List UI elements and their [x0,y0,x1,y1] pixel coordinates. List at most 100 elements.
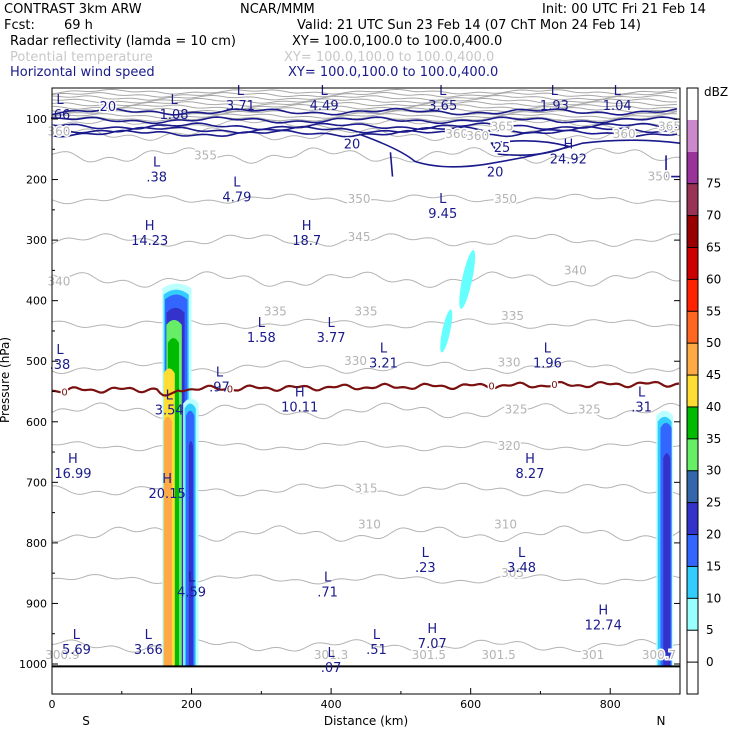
theta-label: 325 [578,403,601,417]
extremum-marker: L [551,84,559,99]
colorbar-label: 70 [706,209,721,223]
colorbar-swatch [687,183,698,216]
theta-label: 340 [564,263,587,277]
field-name-wind: Horizontal wind speed [10,65,155,80]
theta-contour-upper [52,113,678,119]
extremum-value: 3.21 [369,356,398,371]
wind-contour [665,155,680,178]
theta-label: 301.3 [314,648,348,662]
x-tick-label: 800 [600,698,621,711]
freezing-line-label: 0 [551,380,557,391]
theta-label: 350 [348,192,371,206]
reflectivity-cell [440,309,453,353]
extremum-marker: L [324,570,332,585]
theta-label: 310 [494,518,517,532]
theta-contour-320 [52,440,680,452]
theta-label: 350 [494,192,517,206]
wind-label: 20 [344,137,361,152]
extremum-marker: L [145,628,153,643]
extremum-value: 7.07 [418,637,447,652]
extremum-marker: L [373,628,381,643]
extremum-marker: L [258,316,266,331]
extremum-marker: L [422,546,430,561]
extremum-marker: L [233,175,241,190]
theta-contour-310 [52,525,680,543]
y-tick-label: 800 [26,537,47,550]
colorbar-swatch [687,279,698,312]
extremum-marker: L [56,343,64,358]
forecast-hours: 69 h [64,18,93,33]
colorbar-label: 10 [706,591,721,605]
reflectivity-cell [188,441,193,668]
reflectivity-cell [459,250,476,309]
extremum-marker: L [327,316,335,331]
theta-label: 301.5 [481,648,515,662]
colorbar-swatch [687,311,698,344]
theta-label: 315 [355,481,378,495]
theta-label: 330 [344,354,367,368]
theta-contour-305 [52,573,680,585]
extremum-value: .97 [209,381,230,396]
colorbar-swatch [687,375,698,407]
extremum-value: 3.65 [428,99,457,114]
extremum-value: .66 [50,108,71,123]
extremum-marker: H [302,219,312,234]
extremum-value: .71 [317,585,338,600]
theta-label: 335 [501,309,524,323]
wind-contour [52,125,678,134]
theta-label: 365 [491,119,514,133]
extremum-value: 5.69 [62,643,91,658]
extremum-marker: H [68,452,78,467]
colorbar-swatch [687,470,698,503]
freezing-line-label: 0 [227,384,233,395]
colorbar-label: 55 [706,304,721,318]
wind-contour [52,107,678,116]
extremum-marker: H [427,622,437,637]
extremum-marker: L [380,341,388,356]
colorbar-swatch [687,88,698,120]
y-tick-label: 300 [26,234,47,247]
theta-contour-upper [52,92,678,98]
extremum-value: 4.79 [222,190,251,205]
extremum-value: 3.71 [226,99,255,114]
extremum-value: 9.45 [428,207,457,222]
extremum-value: 1.93 [540,99,569,114]
extremum-marker: L [237,84,245,99]
y-tick-label: 100 [26,113,47,126]
extremum-marker: L [638,386,646,401]
field-xy-reflectivity: XY= 100.0,100.0 to 100.0,400.0 [292,34,503,49]
extremum-marker: H [145,219,155,234]
wind-label: 20 [100,100,117,115]
extremum-value: 16.99 [54,467,91,482]
theta-label: 340 [48,274,71,288]
colorbar-swatch [687,151,698,184]
theta-label: 335 [264,305,287,319]
extremum-value: 8.27 [516,467,545,482]
colorbar-label: 45 [706,368,721,382]
colorbar-swatch [687,247,698,280]
extremum-value: 20.15 [149,487,186,502]
extremum-marker: H [525,452,535,467]
wind-contour [389,152,394,177]
field-xy-wind: XY= 100.0,100.0 to 100.0,400.0 [288,65,499,80]
theta-label: 360 [445,127,468,141]
theta-label: 300.7 [642,648,676,662]
plot-area [52,88,680,694]
extremum-value: .07 [321,661,342,676]
extremum-marker: L [321,84,329,99]
y-tick-label: 700 [26,476,47,489]
theta-contour-upper [52,103,678,110]
colorbar: 0 5 10 15 20 25 30 35 40 45 50 55 60 65 70 75 dBZ [686,85,728,695]
organization: NCAR/MMM [240,2,315,17]
wind-label: 25 [494,141,511,156]
extremum-value: .38 [50,358,71,373]
reflectivity-cell [663,453,671,668]
extremum-marker: L [544,341,552,356]
theta-contour-330 [52,360,680,375]
theta-label: 360 [466,129,489,143]
wind-contour [52,129,678,138]
extremum-marker: H [563,137,573,152]
theta-label: 365 [658,119,681,133]
reflectivity-cell [163,416,173,668]
theta-label: 300.9 [45,648,79,662]
